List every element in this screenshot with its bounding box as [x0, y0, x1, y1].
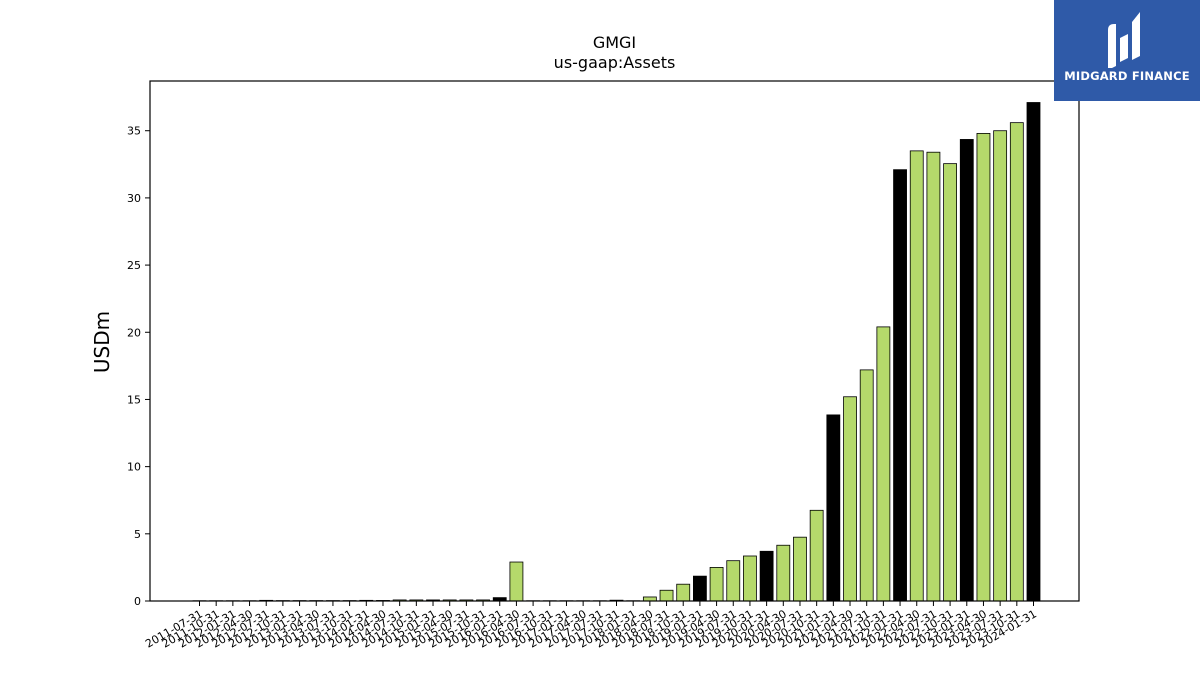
y-tick-label: 10: [127, 461, 141, 474]
bar-2022-10-31: [943, 163, 957, 602]
bar-2020-10-31: [809, 509, 824, 602]
bar-2018-10-31: [676, 583, 691, 602]
chart-title: GMGI: [593, 33, 636, 52]
bar-2019-10-31: [743, 555, 757, 602]
bar-2022-01-31: [893, 169, 907, 602]
bar-2021-04-30: [843, 396, 857, 602]
bar-2022-07-31: [926, 151, 941, 602]
bar-2023-04-30: [976, 132, 991, 602]
bar-2024-01-31: [1026, 102, 1041, 602]
bar-2016-04-30: [509, 561, 524, 602]
y-axis-label: USDm: [90, 311, 114, 373]
y-tick-label: 35: [127, 125, 141, 138]
chart-subtitle: us-gaap:Assets: [554, 53, 676, 72]
bar-2020-04-30: [776, 544, 791, 602]
y-axis: 0 5 10 15 20 25 30 35: [127, 125, 150, 608]
y-tick-label: 15: [127, 393, 141, 406]
bar-2019-07-31: [726, 560, 741, 602]
y-tick-label: 5: [134, 528, 141, 541]
x-axis: 2011-07-312011-10-312012-01-312012-04-30…: [143, 601, 1039, 651]
bar-2021-07-31: [859, 369, 874, 602]
bar-2021-10-31: [876, 326, 891, 602]
plot-frame: [149, 80, 1080, 602]
y-tick-label: 30: [127, 192, 141, 205]
bar-2022-04-30: [909, 150, 924, 602]
bars: [192, 102, 1041, 602]
bar-2018-04-30: [642, 596, 657, 602]
logo-mark-icon: [1108, 12, 1140, 68]
y-tick-label: 0: [134, 595, 141, 608]
bar-2021-01-31: [826, 414, 841, 602]
y-tick-label: 25: [127, 259, 141, 272]
bar-2023-07-31: [993, 130, 1008, 602]
bar-2020-07-31: [793, 536, 807, 602]
bar-2019-01-31: [693, 575, 707, 602]
logo: MIDGARD FINANCE: [1054, 0, 1200, 101]
logo-brand-text: MIDGARD FINANCE: [1064, 69, 1190, 83]
bar-2023-01-31: [959, 139, 974, 602]
bar-2018-07-31: [659, 589, 674, 602]
bar-2020-01-31: [759, 550, 774, 602]
bar-2019-04-30: [709, 567, 724, 602]
bar-2023-10-31: [1009, 122, 1024, 602]
y-tick-label: 20: [127, 326, 141, 339]
